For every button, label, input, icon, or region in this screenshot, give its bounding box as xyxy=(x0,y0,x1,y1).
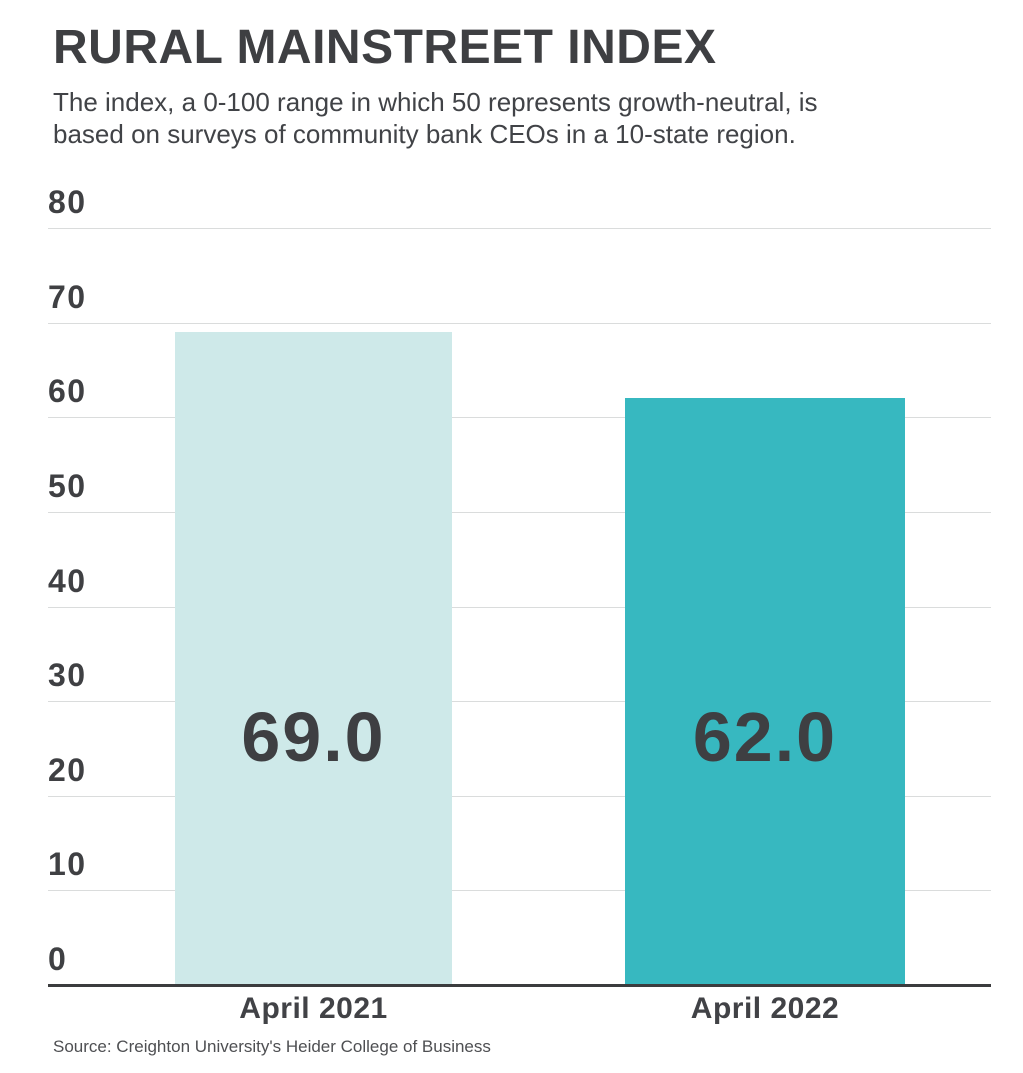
y-tick-label: 50 xyxy=(48,467,87,504)
y-tick-label: 20 xyxy=(48,751,87,788)
chart-subtitle-line-2: based on surveys of community bank CEOs … xyxy=(53,119,796,149)
gridline xyxy=(48,890,991,892)
y-tick-label: 60 xyxy=(48,373,87,410)
plot-area: 80 70 60 50 40 30 20 10 xyxy=(48,184,991,1025)
x-category-label-april-2021: April 2021 xyxy=(239,992,388,1025)
chart-subtitle: The index, a 0-100 range in which 50 rep… xyxy=(53,86,953,150)
source-note: Source: Creighton University's Heider Co… xyxy=(53,1037,491,1056)
gridline xyxy=(48,606,991,608)
chart-title: RURAL MAINSTREET INDEX xyxy=(53,21,717,74)
y-tick-label: 30 xyxy=(48,657,87,694)
y-tick-label: 40 xyxy=(48,562,87,599)
gridline xyxy=(48,511,991,513)
y-tick-label: 70 xyxy=(48,278,87,315)
y-tick-label: 0 xyxy=(48,941,68,977)
gridline xyxy=(48,701,991,703)
gridline xyxy=(48,417,991,419)
bar-value-label-april-2022: 62.0 xyxy=(692,697,838,776)
chart-subtitle-line-1: The index, a 0-100 range in which 50 rep… xyxy=(53,87,818,117)
y-tick-label: 10 xyxy=(48,846,87,883)
gridline xyxy=(48,795,991,797)
x-category-label-april-2022: April 2022 xyxy=(690,992,840,1025)
bar-value-label-april-2021: 69.0 xyxy=(241,697,386,776)
y-tick-label: 80 xyxy=(48,184,87,220)
gridline xyxy=(48,322,991,324)
bar-april-2021 xyxy=(175,332,452,985)
axis-line xyxy=(48,984,991,987)
gridline xyxy=(48,228,991,229)
bar-april-2022 xyxy=(625,398,905,985)
